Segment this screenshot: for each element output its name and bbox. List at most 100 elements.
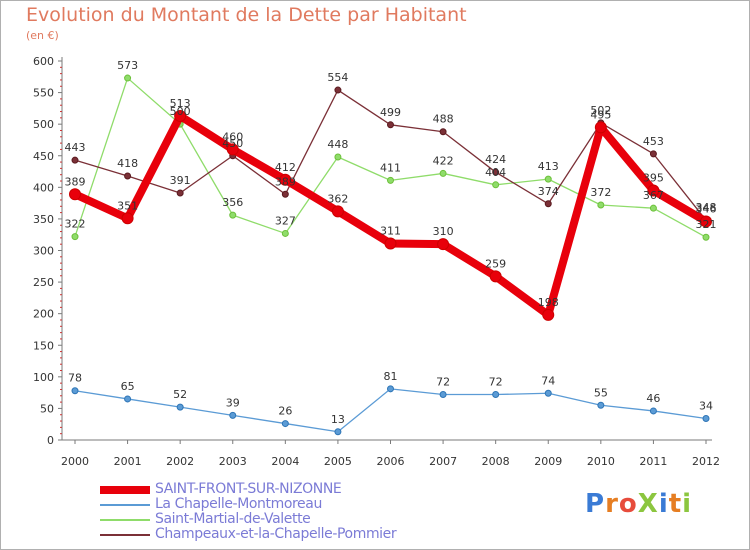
data-label: 311 [380,225,401,238]
data-point [597,201,605,209]
data-label: 198 [538,296,559,309]
data-point [71,233,79,241]
data-label: 412 [275,161,296,174]
x-tick-label: 2011 [639,455,667,468]
y-tick-label: 400 [33,181,54,194]
data-point [281,229,289,237]
data-label: 52 [173,388,187,401]
x-tick-label: 2005 [324,455,352,468]
x-tick-label: 2007 [429,455,457,468]
legend-item: Champeaux-et-la-Chapelle-Pommier [100,526,520,543]
legend-swatch [100,504,150,506]
data-label: 395 [643,171,664,184]
data-point [597,401,605,409]
data-point [229,411,237,419]
legend-item: SAINT-FRONT-SUR-NIZONNE [100,481,520,498]
legend-item: Saint-Martial-de-Valette [100,511,520,528]
legend-label: Champeaux-et-la-Chapelle-Pommier [155,526,397,542]
logo-letter: X [637,489,659,519]
data-label: 389 [275,175,296,188]
data-point [334,86,342,94]
data-point [174,109,187,122]
data-point [594,121,607,134]
data-label: 391 [170,174,191,187]
logo-letter: i [682,489,693,519]
data-label: 495 [590,108,611,121]
data-label: 46 [646,392,660,405]
data-label: 74 [541,374,555,387]
data-label: 351 [117,199,138,212]
y-tick-label: 100 [33,371,54,384]
data-point [649,204,657,212]
data-label: 310 [433,225,454,238]
data-point [281,420,289,428]
data-label: 321 [696,218,717,231]
data-label: 418 [117,157,138,170]
data-point [700,215,712,228]
data-point [279,173,292,186]
data-point [649,407,657,415]
data-label: 453 [643,135,664,148]
data-point [544,389,552,397]
y-tick-label: 200 [33,308,54,321]
data-label: 72 [489,376,503,389]
data-point [121,212,134,225]
data-point [69,188,81,201]
data-point [647,184,660,197]
data-point [387,121,394,129]
data-point [226,143,239,156]
data-point [702,233,710,241]
data-point [542,308,555,321]
data-label: 502 [590,104,611,117]
data-label: 65 [121,380,135,393]
data-point [387,176,394,184]
data-point [229,211,237,219]
legend-label: Saint-Martial-de-Valette [155,511,311,527]
x-tick-label: 2000 [61,455,89,468]
legend-label: La Chapelle-Montmoreau [155,496,322,512]
data-point [124,172,132,180]
chart-title: Evolution du Montant de la Dette par Hab… [26,4,467,26]
data-point [384,237,397,250]
data-point [437,238,450,251]
legend: SAINT-FRONT-SUR-NIZONNE La Chapelle-Mont… [100,481,520,543]
data-point [439,128,447,136]
data-label: 259 [485,257,506,270]
data-label: 34 [699,400,713,413]
data-label: 372 [590,186,611,199]
data-label: 81 [384,370,398,383]
data-label: 499 [380,106,401,119]
x-tick-label: 2009 [534,455,562,468]
data-label: 443 [65,141,86,154]
data-label: 322 [65,218,86,231]
series-line [71,111,710,319]
data-label: 424 [485,153,506,166]
y-tick-label: 150 [33,339,54,352]
legend-swatch [100,519,150,521]
data-label: 404 [485,166,506,179]
data-label: 554 [327,71,348,84]
data-label: 513 [170,97,191,110]
logo-letter: o [618,489,638,519]
legend-label: SAINT-FRONT-SUR-NIZONNE [155,481,342,497]
legend-swatch [100,486,150,494]
y-tick-label: 450 [33,150,54,163]
data-point [124,395,132,403]
data-label: 362 [327,192,348,205]
data-label: 356 [222,196,243,209]
y-tick-label: 50 [40,402,54,415]
legend-item: La Chapelle-Montmoreau [100,496,520,513]
x-tick-label: 2003 [219,455,247,468]
data-label: 448 [327,138,348,151]
x-tick-label: 2006 [377,455,405,468]
data-label: 327 [275,214,296,227]
data-label: 422 [433,154,454,167]
data-point [124,74,132,82]
y-tick-label: 550 [33,87,54,100]
data-label: 55 [594,386,608,399]
data-label: 500 [170,105,191,118]
y-tick-label: 300 [33,245,54,258]
data-point [387,385,394,393]
data-point [176,189,184,197]
